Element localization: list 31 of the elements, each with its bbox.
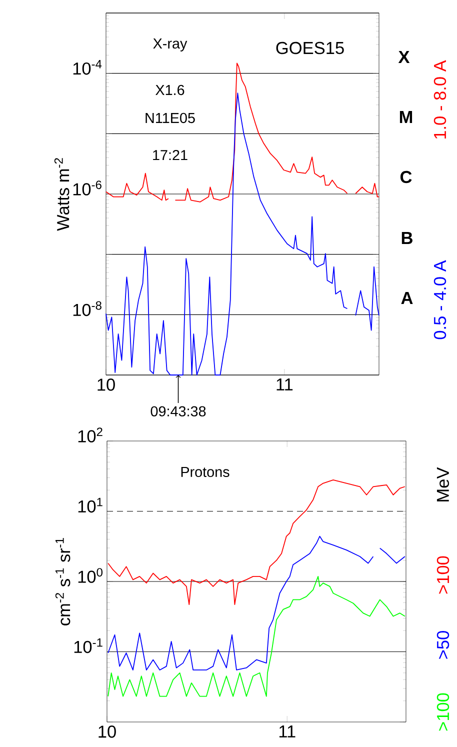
x-tick-label: 11 — [276, 378, 293, 390]
text: A — [401, 292, 413, 304]
y-tick-label: 10$^{-1}$ — [74, 638, 102, 654]
text: >100 — [436, 693, 450, 731]
annotation: X1.6 — [156, 84, 184, 96]
y-tick-label: 10$^{2}$ — [78, 428, 102, 442]
annotation: Protons — [181, 466, 230, 478]
y-axis-title: Watts m$^{-2}$ — [54, 158, 70, 231]
text: X — [398, 51, 410, 63]
annotation: X-ray — [153, 38, 188, 52]
x-tick-label: 10 — [98, 378, 115, 391]
text: MeV — [436, 467, 450, 502]
text: 1.0 - 8.0 A — [434, 60, 446, 139]
y-tick-label: 10$^{-8}$ — [73, 301, 102, 316]
annotation: 09:43:38 — [150, 406, 206, 416]
y-tick-label: 10$^{-6}$ — [73, 180, 102, 196]
annotation: 17:21 — [153, 150, 188, 160]
text: >50 — [436, 631, 450, 659]
x-tick-label: 11 — [279, 726, 296, 738]
y-axis-title: cm$^{-2}$ s$^{-1}$ sr$^{-1}$ — [55, 538, 70, 626]
text: C — [400, 170, 412, 184]
y-tick-label: 10$^{1}$ — [78, 498, 102, 513]
x-tick-label: 10 — [98, 726, 116, 738]
y-tick-label: 10$^{-4}$ — [73, 60, 102, 75]
text: 0.5 - 4.0 A — [434, 260, 446, 340]
text: M — [400, 111, 412, 123]
y-tick-label: 10$^{0}$ — [78, 568, 102, 583]
text: B — [402, 232, 412, 244]
text: >100 — [436, 556, 450, 594]
annotation: N11E05 — [146, 112, 195, 124]
annotation: GOES15 — [276, 42, 344, 54]
